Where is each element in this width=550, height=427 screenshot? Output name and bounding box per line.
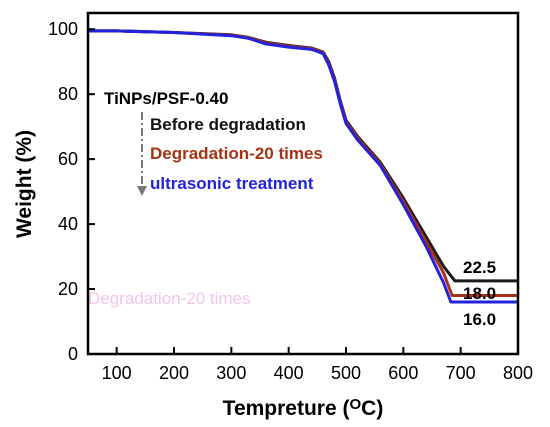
legend-entry-2: ultrasonic treatment	[150, 174, 314, 193]
x-tick-label: 100	[102, 363, 132, 383]
series-layer	[88, 29, 518, 304]
x-tick-label: 700	[446, 363, 476, 383]
y-tick-label: 100	[48, 19, 78, 39]
y-axis-ticks: 0 20 40 60 80 100	[48, 19, 95, 364]
x-axis-ticks: 100 200 300 400 500 600 700 800	[102, 347, 533, 383]
x-tick-label: 600	[388, 363, 418, 383]
x-tick-label: 400	[274, 363, 304, 383]
legend-entry-0: Before degradation	[150, 115, 306, 134]
y-axis-title: Weight (%)	[13, 130, 36, 238]
x-tick-label: 800	[503, 363, 533, 383]
x-tick-label: 500	[331, 363, 361, 383]
end-label-1: 18.0	[463, 284, 496, 303]
end-label-2: 16.0	[463, 310, 496, 329]
y-tick-label: 60	[58, 149, 78, 169]
end-label-0: 22.5	[463, 258, 496, 277]
sample-label: TiNPs/PSF-0.40	[104, 89, 228, 108]
watermark-text: Degradation-20 times	[88, 289, 251, 308]
y-tick-label: 0	[68, 344, 78, 364]
x-axis-title: Tempreture (OC)	[223, 396, 384, 420]
legend-entry-1: Degradation-20 times	[150, 144, 323, 163]
x-axis-title-unit-sup: O	[349, 396, 361, 413]
plot-frame	[86, 11, 520, 356]
x-tick-label: 200	[159, 363, 189, 383]
x-axis-title-close: )	[376, 397, 383, 420]
series-line-1	[88, 29, 518, 297]
y-tick-label: 40	[58, 214, 78, 234]
x-tick-label: 300	[216, 363, 246, 383]
x-axis-title-text: Tempreture (	[223, 397, 350, 420]
x-axis-title-unit: C	[361, 397, 376, 420]
y-tick-label: 20	[58, 279, 78, 299]
y-tick-label: 80	[58, 84, 78, 104]
series-line-2	[88, 29, 518, 304]
legend-arrow-head	[137, 186, 147, 196]
